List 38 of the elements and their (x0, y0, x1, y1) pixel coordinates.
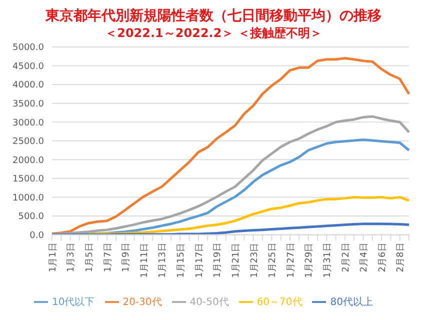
legend-label: 60～70代 (256, 296, 302, 308)
x-tick-label: 2月6日 (378, 242, 388, 272)
x-tick-label: 1月25日 (268, 242, 278, 278)
x-tick-label: 1月13日 (158, 242, 168, 278)
y-tick-label: 1500.0 (12, 174, 44, 185)
x-tick-label: 1月27日 (286, 242, 296, 278)
y-tick-label: 3000.0 (12, 118, 44, 128)
y-tick-label: 3500.0 (12, 100, 44, 110)
y-tick-label: 4500.0 (12, 62, 44, 72)
chart-title: 東京都年代別新規陽性者数（七日間移動平均）の推移 (44, 8, 382, 25)
legend-label: 10代以下 (52, 296, 95, 308)
x-tick-label: 1月5日 (85, 242, 96, 272)
y-tick-label: 0.0 (30, 230, 44, 241)
y-tick-label: 5000.0 (12, 43, 44, 54)
x-tick-label: 1月21日 (231, 242, 242, 278)
x-tick-label: 1月11日 (140, 242, 150, 278)
x-tick-label: 1月17日 (194, 242, 205, 278)
y-tick-label: 1000.0 (12, 193, 44, 204)
y-tick-label: 2000.0 (12, 156, 44, 166)
y-tick-label: 2500.0 (12, 137, 44, 148)
y-tick-label: 500.0 (18, 212, 44, 222)
legend-label: 40-50代 (190, 296, 229, 308)
chart-subtitle: ＜2022.1～2022.2＞ ＜接触歴不明＞ (104, 25, 323, 41)
x-tick-label: 2月2日 (341, 242, 352, 272)
legend-label: 20-30代 (122, 296, 162, 308)
y-tick-label: 4000.0 (12, 80, 44, 91)
x-tick-label: 1月3日 (66, 242, 77, 272)
x-tick-label: 1月1日 (48, 242, 58, 272)
x-tick-label: 1月19日 (213, 242, 224, 278)
x-tick-label: 1月23日 (250, 242, 260, 278)
legend-label: 80代以上 (330, 296, 374, 308)
x-tick-label: 1月7日 (103, 242, 114, 272)
x-tick-label: 2月8日 (396, 242, 406, 272)
x-tick-label: 1月31日 (323, 242, 334, 278)
x-tick-label: 1月9日 (122, 242, 132, 272)
x-tick-label: 1月29日 (304, 242, 315, 278)
x-tick-label: 2月4日 (360, 242, 370, 272)
x-tick-label: 1月15日 (176, 242, 187, 278)
